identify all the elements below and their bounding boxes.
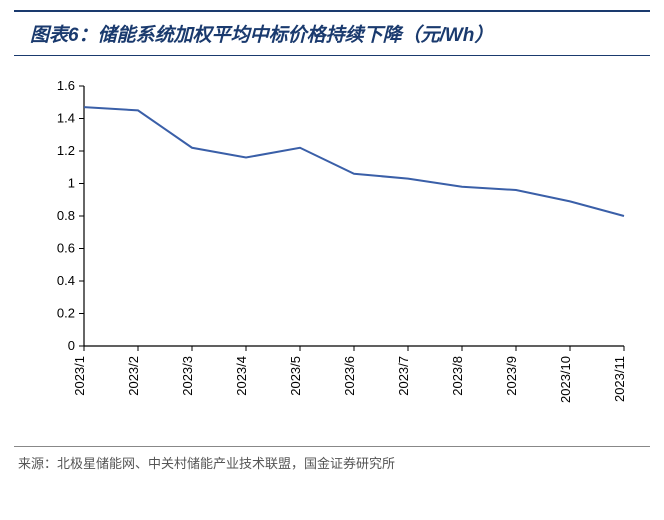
svg-text:2023/8: 2023/8	[450, 356, 465, 396]
svg-text:0: 0	[68, 338, 75, 353]
svg-text:0.2: 0.2	[57, 306, 75, 321]
chart-title: 图表6：储能系统加权平均中标价格持续下降（元/Wh）	[30, 20, 634, 47]
svg-text:2023/5: 2023/5	[288, 356, 303, 396]
svg-text:1: 1	[68, 176, 75, 191]
svg-text:1.4: 1.4	[57, 111, 75, 126]
svg-text:2023/1: 2023/1	[72, 356, 87, 396]
source-bar: 来源：北极星储能网、中关村储能产业技术联盟，国金证券研究所	[14, 446, 650, 478]
source-text: 来源：北极星储能网、中关村储能产业技术联盟，国金证券研究所	[18, 453, 646, 472]
svg-text:2023/11: 2023/11	[612, 356, 627, 402]
svg-text:2023/6: 2023/6	[342, 356, 357, 396]
svg-text:0.6: 0.6	[57, 241, 75, 256]
svg-text:2023/10: 2023/10	[558, 356, 573, 403]
svg-text:1.6: 1.6	[57, 78, 75, 93]
svg-text:2023/9: 2023/9	[504, 356, 519, 396]
svg-text:0.8: 0.8	[57, 208, 75, 223]
svg-text:2023/2: 2023/2	[126, 356, 141, 396]
chart-svg: 0 0.2 0.4 0.6 0.8 1 1.2 1.4 1.6 2023/1 2023/2 2023/…	[30, 76, 634, 436]
svg-text:0.4: 0.4	[57, 273, 75, 288]
svg-text:2023/3: 2023/3	[180, 356, 195, 396]
line-chart: 0 0.2 0.4 0.6 0.8 1 1.2 1.4 1.6 2023/1 2023/2 2023/…	[30, 76, 634, 436]
svg-text:2023/4: 2023/4	[234, 356, 249, 396]
svg-text:2023/7: 2023/7	[396, 356, 411, 396]
svg-text:1.2: 1.2	[57, 143, 75, 158]
chart-title-bar: 图表6：储能系统加权平均中标价格持续下降（元/Wh）	[14, 10, 650, 56]
